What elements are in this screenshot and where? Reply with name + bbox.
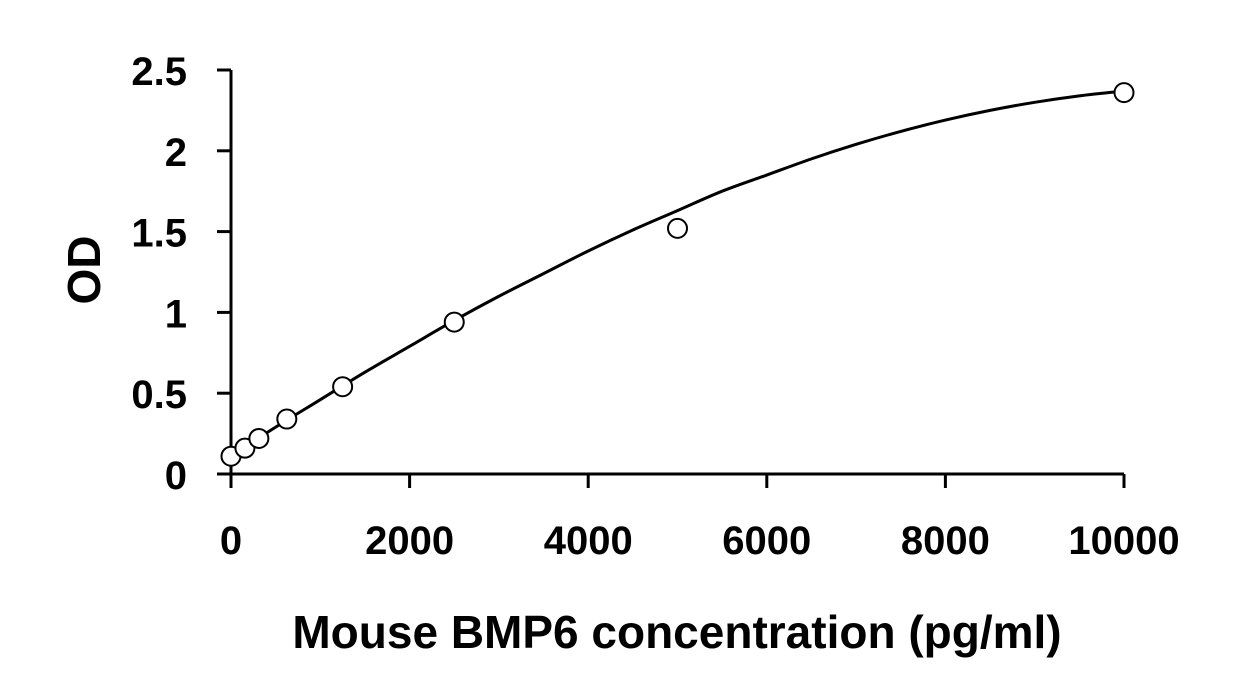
y-tick-label: 1 [165, 292, 187, 336]
x-axis-label: Mouse BMP6 concentration (pg/ml) [292, 606, 1061, 658]
data-point [443, 311, 465, 333]
data-point [276, 408, 298, 430]
y-tick-label: 1.5 [131, 212, 187, 256]
fit-curve [230, 89, 1125, 458]
data-point [1113, 82, 1135, 104]
y-tick-label: 2.5 [131, 50, 187, 94]
y-axis-label: OD [58, 236, 110, 305]
x-tick-label: 0 [220, 519, 242, 563]
y-tick-label: 2 [165, 131, 187, 175]
y-tick-label: 0 [165, 454, 187, 498]
data-point [667, 217, 688, 239]
x-tick-label: 8000 [901, 519, 990, 563]
data-point [332, 376, 354, 398]
plot-area: 0 0.5 1 1.5 2 2.5 0 2000 4000 6000 8000 10000 [131, 50, 1179, 563]
x-tick-label: 6000 [722, 519, 811, 563]
x-tick-label: 10000 [1068, 519, 1179, 563]
y-tick-label: 0.5 [131, 373, 187, 417]
data-point [248, 427, 270, 449]
x-tick-label: 4000 [544, 519, 633, 563]
x-tick-label: 2000 [365, 519, 454, 563]
